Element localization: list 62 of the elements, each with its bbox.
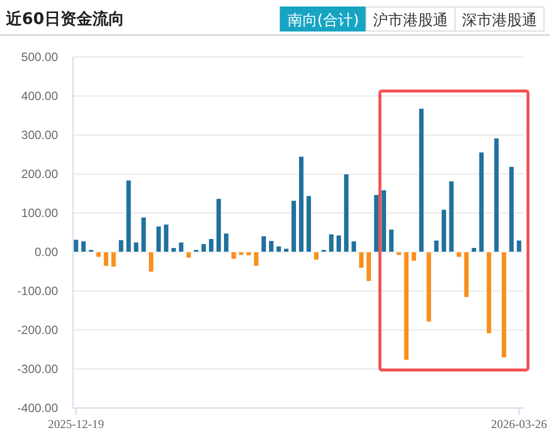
y-tick-label: 0.00 <box>34 245 58 259</box>
bar <box>238 252 244 256</box>
bar <box>314 252 319 260</box>
bar <box>358 252 364 268</box>
bar <box>396 252 402 256</box>
bar <box>193 249 199 252</box>
bar <box>253 252 259 266</box>
bar <box>178 242 184 252</box>
bar <box>411 252 417 262</box>
x-tick-label: 2025-12-19 <box>48 417 104 431</box>
bar <box>366 252 372 282</box>
bar <box>298 156 304 252</box>
bar <box>448 180 454 252</box>
bar <box>336 234 342 252</box>
tab: 深市港股通 <box>454 6 544 32</box>
y-tick-label: 500.00 <box>21 50 58 64</box>
bar <box>381 190 387 252</box>
y-tick-label: -200.00 <box>17 323 58 337</box>
bar <box>404 252 410 360</box>
bar <box>133 242 139 252</box>
y-tick-label: 300.00 <box>21 128 58 142</box>
tab: 沪市港股通 <box>366 6 456 32</box>
bar <box>260 236 266 252</box>
tab-selected: 南向(合计) <box>280 6 366 32</box>
y-tick-label: -400.00 <box>17 401 58 415</box>
bar <box>156 226 162 252</box>
bar <box>464 252 470 298</box>
bar <box>388 229 394 252</box>
bar <box>163 224 169 252</box>
bar <box>434 240 440 252</box>
bar <box>291 200 296 252</box>
y-tick-label: 200.00 <box>21 167 58 181</box>
bar <box>441 209 447 252</box>
bar <box>246 252 252 256</box>
bar <box>328 234 334 252</box>
bar <box>148 252 154 272</box>
bar <box>284 248 289 252</box>
y-tick-label: 100.00 <box>21 206 58 220</box>
bar <box>321 249 327 252</box>
bar <box>456 252 462 258</box>
bar <box>426 252 432 322</box>
chart-title: 近60日资金流向 <box>5 9 124 28</box>
y-tick-label: -100.00 <box>17 284 58 298</box>
y-tick-label: 400.00 <box>21 89 58 103</box>
bar <box>216 198 222 252</box>
bar <box>208 238 214 252</box>
bar <box>351 240 357 252</box>
bar <box>306 196 312 252</box>
bar <box>126 180 132 252</box>
bar <box>118 240 124 252</box>
bar <box>140 217 146 252</box>
bar <box>344 174 350 252</box>
bar <box>186 252 192 258</box>
bar <box>230 252 236 260</box>
bar <box>200 244 206 252</box>
x-tick-label: 2026-03-26 <box>491 417 547 431</box>
bar <box>223 233 229 252</box>
bar <box>276 246 282 252</box>
bar <box>268 240 274 252</box>
bar <box>170 247 176 252</box>
bar <box>418 108 424 252</box>
y-tick-label: -300.00 <box>17 362 58 376</box>
